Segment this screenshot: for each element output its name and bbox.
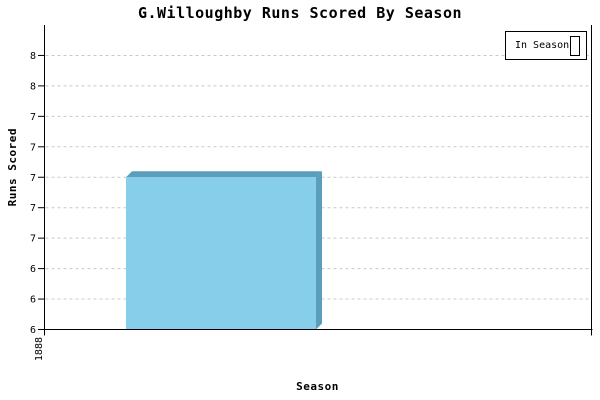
y-tick-label: 6 — [30, 264, 36, 275]
bar-3d-top — [126, 171, 322, 178]
y-tick-label: 6 — [30, 295, 36, 306]
y-tick-label: 7 — [30, 173, 36, 184]
legend: In Season — [505, 31, 587, 60]
y-tick-label: 7 — [30, 203, 36, 214]
category-tick-label: 1888 — [34, 337, 45, 362]
y-axis-title: Runs Scored — [6, 128, 19, 207]
bar-3d-side — [316, 171, 322, 330]
y-tick-label: 7 — [30, 142, 36, 153]
y-tick-label: 8 — [30, 51, 36, 62]
x-axis-title: Season — [296, 380, 339, 393]
bar-in-season — [126, 177, 316, 330]
y-tick-label: 6 — [30, 325, 36, 336]
y-tick-label: 7 — [30, 234, 36, 245]
y-tick-label: 8 — [30, 81, 36, 92]
legend-swatch — [570, 35, 580, 56]
chart-title: G.Willoughby Runs Scored By Season — [137, 4, 463, 22]
y-tick-label: 7 — [30, 112, 36, 123]
legend-item-label: In Season — [515, 40, 570, 51]
